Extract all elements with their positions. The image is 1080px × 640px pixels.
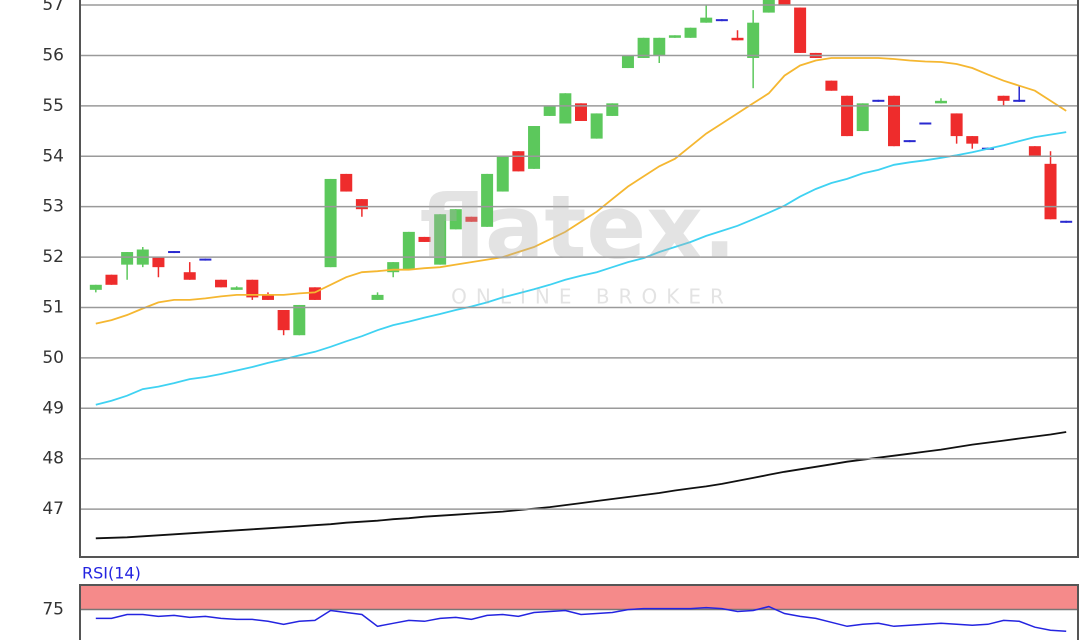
candle-body xyxy=(496,156,509,192)
plot-frame xyxy=(79,584,1079,640)
candle-body xyxy=(762,0,775,13)
y-tick-label: 53 xyxy=(42,197,64,217)
candle-body xyxy=(731,37,744,41)
candle-body xyxy=(966,136,979,144)
candle-body xyxy=(621,55,634,69)
candle-body xyxy=(778,0,791,6)
y-tick-label: 47 xyxy=(42,499,64,519)
candle-body xyxy=(215,279,228,288)
candle-body xyxy=(856,103,869,132)
candle-body xyxy=(528,126,541,169)
candle-body xyxy=(794,7,807,53)
candle-body xyxy=(121,252,134,265)
candle-body xyxy=(152,257,165,268)
candle-body xyxy=(950,113,963,137)
candle-body xyxy=(559,93,572,124)
moving-average-line xyxy=(95,131,1067,406)
candle-body xyxy=(825,80,838,91)
candle-body xyxy=(371,294,384,300)
candle-body xyxy=(637,37,650,58)
y-tick-label: 75 xyxy=(42,600,64,620)
candle-body xyxy=(684,27,697,38)
y-tick-label: 56 xyxy=(42,45,64,65)
candle-body xyxy=(997,95,1010,101)
candle-body xyxy=(355,199,368,210)
candle-body xyxy=(512,151,525,172)
candle-body xyxy=(293,304,306,336)
candle-body xyxy=(747,22,760,58)
candle-body xyxy=(277,310,290,331)
candle-body xyxy=(324,178,337,268)
y-tick-label: 50 xyxy=(42,348,64,368)
watermark-tagline: ONLINE BROKER xyxy=(451,285,733,309)
candle-body xyxy=(653,37,666,56)
candle-body xyxy=(230,287,243,290)
plot-frame xyxy=(79,0,1079,558)
rsi-title: RSI(14) xyxy=(82,564,141,583)
y-tick-label: 54 xyxy=(42,146,64,166)
y-tick-label: 51 xyxy=(42,297,64,317)
candle-body xyxy=(89,284,102,290)
candle-body xyxy=(434,214,447,265)
y-tick-label: 49 xyxy=(42,398,64,418)
candle-body xyxy=(481,173,494,227)
y-tick-label: 57 xyxy=(42,0,64,15)
candle-body xyxy=(105,274,118,285)
candle-body xyxy=(418,236,431,242)
candle-body xyxy=(668,35,681,38)
candle-body xyxy=(246,279,259,298)
y-tick-label: 48 xyxy=(42,449,64,469)
candle-body xyxy=(700,17,713,23)
moving-average-line xyxy=(95,57,1067,325)
candle-body xyxy=(449,209,462,230)
candle-body xyxy=(590,113,603,139)
plot-area xyxy=(89,0,1073,540)
watermark-logo: flatex. xyxy=(420,176,737,279)
candle-body xyxy=(402,231,415,270)
candle-body xyxy=(387,262,400,273)
candle-body xyxy=(543,105,556,116)
moving-average-line xyxy=(95,431,1067,540)
candle-body xyxy=(1044,163,1057,220)
candle-body xyxy=(183,272,196,280)
candle-body xyxy=(575,103,587,121)
rsi-line xyxy=(95,605,1067,632)
candle-body xyxy=(841,95,854,137)
candle-body xyxy=(465,216,478,222)
plot-area xyxy=(80,585,1078,632)
candle-body xyxy=(1028,146,1041,157)
candle-body xyxy=(308,287,321,300)
watermark: flatex. ONLINE BROKER xyxy=(420,176,737,309)
y-tick-label: 52 xyxy=(42,247,64,267)
candle-body xyxy=(340,173,353,192)
candle-body xyxy=(261,294,274,300)
y-tick-label: 55 xyxy=(42,96,64,116)
candle-body xyxy=(888,95,901,147)
overbought-zone xyxy=(80,585,1078,610)
candle-body xyxy=(934,100,947,104)
